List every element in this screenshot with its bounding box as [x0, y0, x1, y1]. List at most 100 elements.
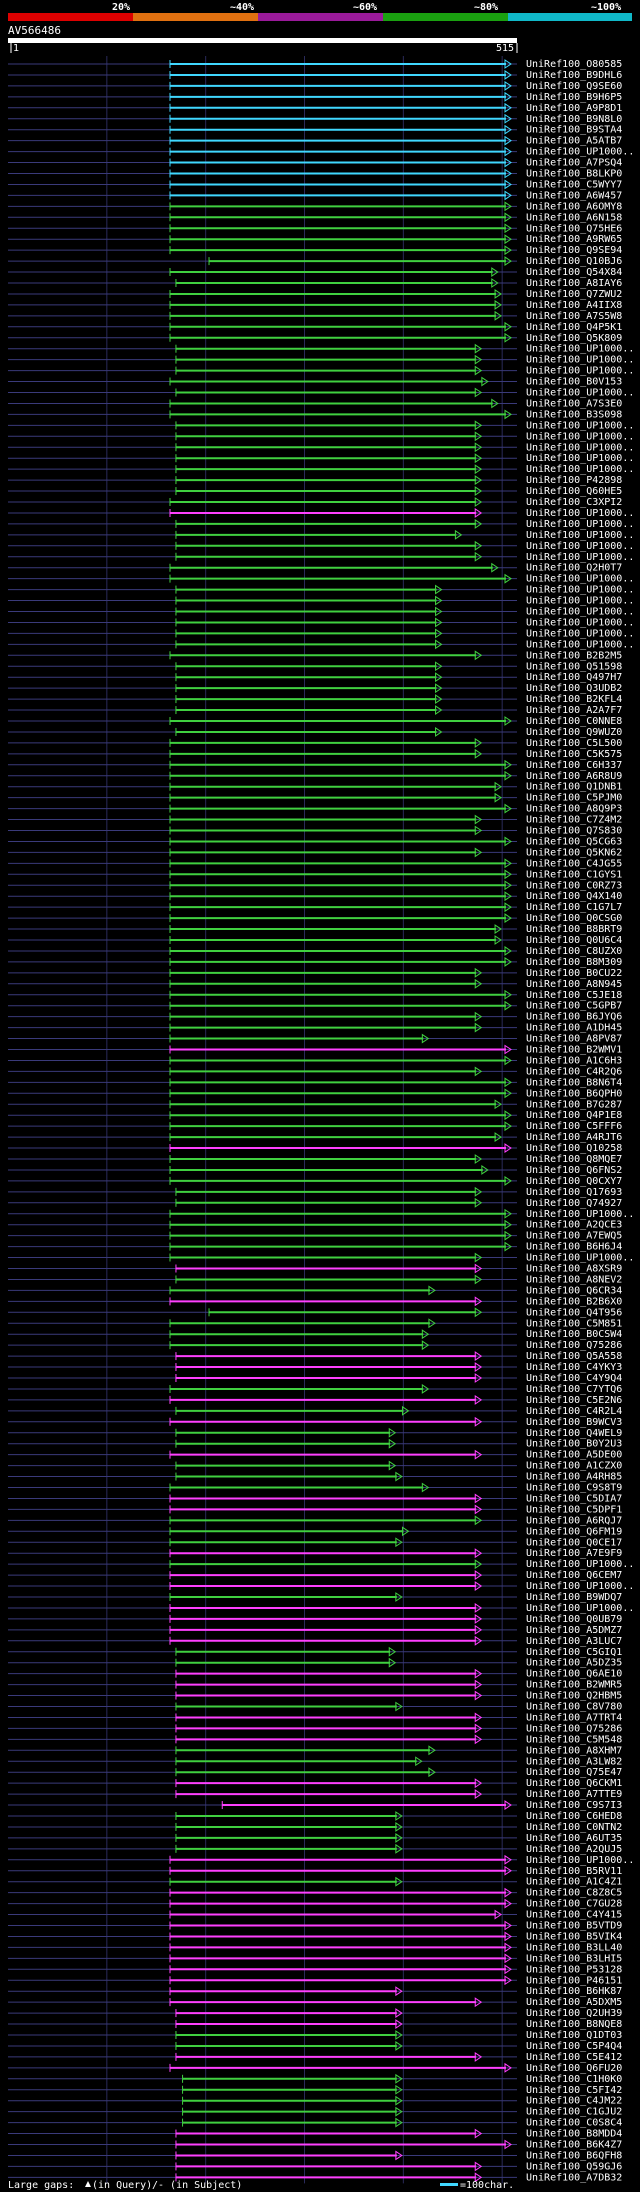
hit-label[interactable]: UniRef100_Q75286 — [526, 1340, 622, 1351]
hit-label[interactable]: UniRef100_A2A7F7 — [526, 705, 622, 716]
hit-label[interactable]: UniRef100_UP1000.. — [526, 442, 634, 453]
hit-label[interactable]: UniRef100_UP1000.. — [526, 1559, 634, 1570]
hit-label[interactable]: UniRef100_B0CSW4 — [526, 1329, 622, 1340]
hit-label[interactable]: UniRef100_A6W457 — [526, 190, 622, 201]
hit-label[interactable]: UniRef100_P42898 — [526, 475, 622, 486]
hit-label[interactable]: UniRef100_A5DE00 — [526, 1450, 622, 1461]
hit-label[interactable]: UniRef100_Q0UB79 — [526, 1614, 622, 1625]
hit-label[interactable]: UniRef100_Q0CXY7 — [526, 1176, 622, 1187]
hit-label[interactable]: UniRef100_C1GJU2 — [526, 2107, 622, 2118]
hit-label[interactable]: UniRef100_C8UZX0 — [526, 946, 622, 957]
hit-label[interactable]: UniRef100_A7S3E0 — [526, 398, 622, 409]
hit-label[interactable]: UniRef100_A5ATB7 — [526, 136, 622, 147]
hit-label[interactable]: UniRef100_Q4P5K1 — [526, 322, 622, 333]
hit-label[interactable]: UniRef100_B5RV11 — [526, 1866, 622, 1877]
hit-label[interactable]: UniRef100_Q3UDB2 — [526, 683, 622, 694]
hit-label[interactable]: UniRef100_C5M548 — [526, 1734, 622, 1745]
hit-label[interactable]: UniRef100_B9H6P5 — [526, 92, 622, 103]
hit-label[interactable]: UniRef100_A1DH45 — [526, 1023, 622, 1034]
hit-label[interactable]: UniRef100_C0RZ73 — [526, 880, 622, 891]
hit-label[interactable]: UniRef100_UP1000.. — [526, 628, 634, 639]
hit-label[interactable]: UniRef100_Q4WEL9 — [526, 1428, 622, 1439]
hit-label[interactable]: UniRef100_C4JG55 — [526, 858, 622, 869]
hit-label[interactable]: UniRef100_Q2H0T7 — [526, 563, 622, 574]
hit-label[interactable]: UniRef100_C5K575 — [526, 749, 622, 760]
hit-label[interactable]: UniRef100_A8IAY6 — [526, 278, 622, 289]
hit-label[interactable]: UniRef100_A1CZX0 — [526, 1461, 622, 1472]
hit-label[interactable]: UniRef100_Q6FNS2 — [526, 1165, 622, 1176]
hit-label[interactable]: UniRef100_C8V780 — [526, 1702, 622, 1713]
hit-label[interactable]: UniRef100_Q4X140 — [526, 891, 622, 902]
hit-label[interactable]: UniRef100_Q5CG63 — [526, 836, 622, 847]
hit-label[interactable]: UniRef100_Q6CR34 — [526, 1285, 622, 1296]
hit-label[interactable]: UniRef100_B8BRT9 — [526, 924, 622, 935]
hit-label[interactable]: UniRef100_B6JYQ6 — [526, 1012, 622, 1023]
hit-label[interactable]: UniRef100_C5JE18 — [526, 990, 622, 1001]
hit-label[interactable]: UniRef100_C5L500 — [526, 738, 622, 749]
hit-label[interactable]: UniRef100_Q54X84 — [526, 267, 622, 278]
hit-label[interactable]: UniRef100_UP1000.. — [526, 596, 634, 607]
hit-label[interactable]: UniRef100_A5DXM5 — [526, 1997, 622, 2008]
hit-label[interactable]: UniRef100_UP1000.. — [526, 574, 634, 585]
hit-label[interactable]: UniRef100_UP1000.. — [526, 607, 634, 618]
hit-label[interactable]: UniRef100_A7E9F9 — [526, 1548, 622, 1559]
hit-label[interactable]: UniRef100_Q5A558 — [526, 1351, 622, 1362]
hit-label[interactable]: UniRef100_UP1000.. — [526, 617, 634, 628]
hit-label[interactable]: UniRef100_C1GYS1 — [526, 869, 622, 880]
hit-label[interactable]: UniRef100_Q17693 — [526, 1187, 622, 1198]
hit-label[interactable]: UniRef100_A8XHM7 — [526, 1745, 622, 1756]
hit-label[interactable]: UniRef100_B6H6J4 — [526, 1242, 622, 1253]
hit-label[interactable]: UniRef100_A7S5W8 — [526, 311, 622, 322]
hit-label[interactable]: UniRef100_C5GPB7 — [526, 1001, 622, 1012]
hit-label[interactable]: UniRef100_UP1000.. — [526, 420, 634, 431]
hit-label[interactable]: UniRef100_Q8MQE7 — [526, 1154, 622, 1165]
hit-label[interactable]: UniRef100_B6K4Z7 — [526, 2140, 622, 2151]
hit-label[interactable]: UniRef100_B2WMR5 — [526, 1680, 622, 1691]
hit-label[interactable]: UniRef100_UP1000.. — [526, 519, 634, 530]
hit-label[interactable]: UniRef100_B3S098 — [526, 409, 622, 420]
hit-label[interactable]: UniRef100_A4RJT6 — [526, 1132, 622, 1143]
hit-label[interactable]: UniRef100_Q4P1E8 — [526, 1110, 622, 1121]
hit-label[interactable]: UniRef100_Q9SE94 — [526, 245, 622, 256]
hit-label[interactable]: UniRef100_A5DZ35 — [526, 1658, 622, 1669]
hit-label[interactable]: UniRef100_B8LKP0 — [526, 169, 622, 180]
hit-label[interactable]: UniRef100_A6UT35 — [526, 1833, 622, 1844]
hit-label[interactable]: UniRef100_UP1000.. — [526, 508, 634, 519]
hit-label[interactable]: UniRef100_C0S8C4 — [526, 2118, 622, 2129]
hit-label[interactable]: UniRef100_Q75E47 — [526, 1767, 622, 1778]
hit-label[interactable]: UniRef100_C8Z8C5 — [526, 1888, 622, 1899]
hit-label[interactable]: UniRef100_B6HK87 — [526, 1986, 622, 1997]
hit-label[interactable]: UniRef100_Q9SE60 — [526, 81, 622, 92]
hit-label[interactable]: UniRef100_UP1000.. — [526, 552, 634, 563]
hit-label[interactable]: UniRef100_A1C6H3 — [526, 1055, 622, 1066]
hit-label[interactable]: UniRef100_UP1000.. — [526, 639, 634, 650]
hit-label[interactable]: UniRef100_Q75HE6 — [526, 223, 622, 234]
hit-label[interactable]: UniRef100_C5E412 — [526, 2052, 622, 2063]
hit-label[interactable]: UniRef100_C3XPI2 — [526, 497, 622, 508]
hit-label[interactable]: UniRef100_B2B2M5 — [526, 650, 622, 661]
hit-label[interactable]: UniRef100_B6QPH0 — [526, 1088, 622, 1099]
hit-label[interactable]: UniRef100_C4YKY3 — [526, 1362, 622, 1373]
hit-label[interactable]: UniRef100_Q2HBM5 — [526, 1691, 622, 1702]
hit-label[interactable]: UniRef100_B2KFL4 — [526, 694, 622, 705]
hit-label[interactable]: UniRef100_B9WDQ7 — [526, 1592, 622, 1603]
hit-label[interactable]: UniRef100_Q6CKM1 — [526, 1778, 622, 1789]
hit-label[interactable]: UniRef100_C7YTQ6 — [526, 1384, 622, 1395]
hit-label[interactable]: UniRef100_Q0U6C4 — [526, 935, 622, 946]
hit-label[interactable]: UniRef100_Q6FU20 — [526, 2063, 622, 2074]
hit-label[interactable]: UniRef100_B5VTD9 — [526, 1921, 622, 1932]
hit-label[interactable]: UniRef100_UP1000.. — [526, 366, 634, 377]
hit-label[interactable]: UniRef100_C5PJM0 — [526, 793, 622, 804]
hit-label[interactable]: UniRef100_UP1000.. — [526, 541, 634, 552]
hit-label[interactable]: UniRef100_A7DB32 — [526, 2172, 622, 2183]
hit-label[interactable]: UniRef100_A8XSR9 — [526, 1264, 622, 1275]
hit-label[interactable]: UniRef100_Q2UH39 — [526, 2008, 622, 2019]
hit-label[interactable]: UniRef100_C4R2Q6 — [526, 1066, 622, 1077]
hit-label[interactable]: UniRef100_Q5KN62 — [526, 847, 622, 858]
hit-label[interactable]: UniRef100_C5DPF1 — [526, 1504, 622, 1515]
hit-label[interactable]: UniRef100_B5VIK4 — [526, 1931, 622, 1942]
hit-label[interactable]: UniRef100_A1C4Z1 — [526, 1877, 622, 1888]
hit-label[interactable]: UniRef100_C7Z4M2 — [526, 815, 622, 826]
hit-label[interactable]: UniRef100_C4R2L4 — [526, 1406, 622, 1417]
hit-label[interactable]: UniRef100_C5FFF6 — [526, 1121, 622, 1132]
